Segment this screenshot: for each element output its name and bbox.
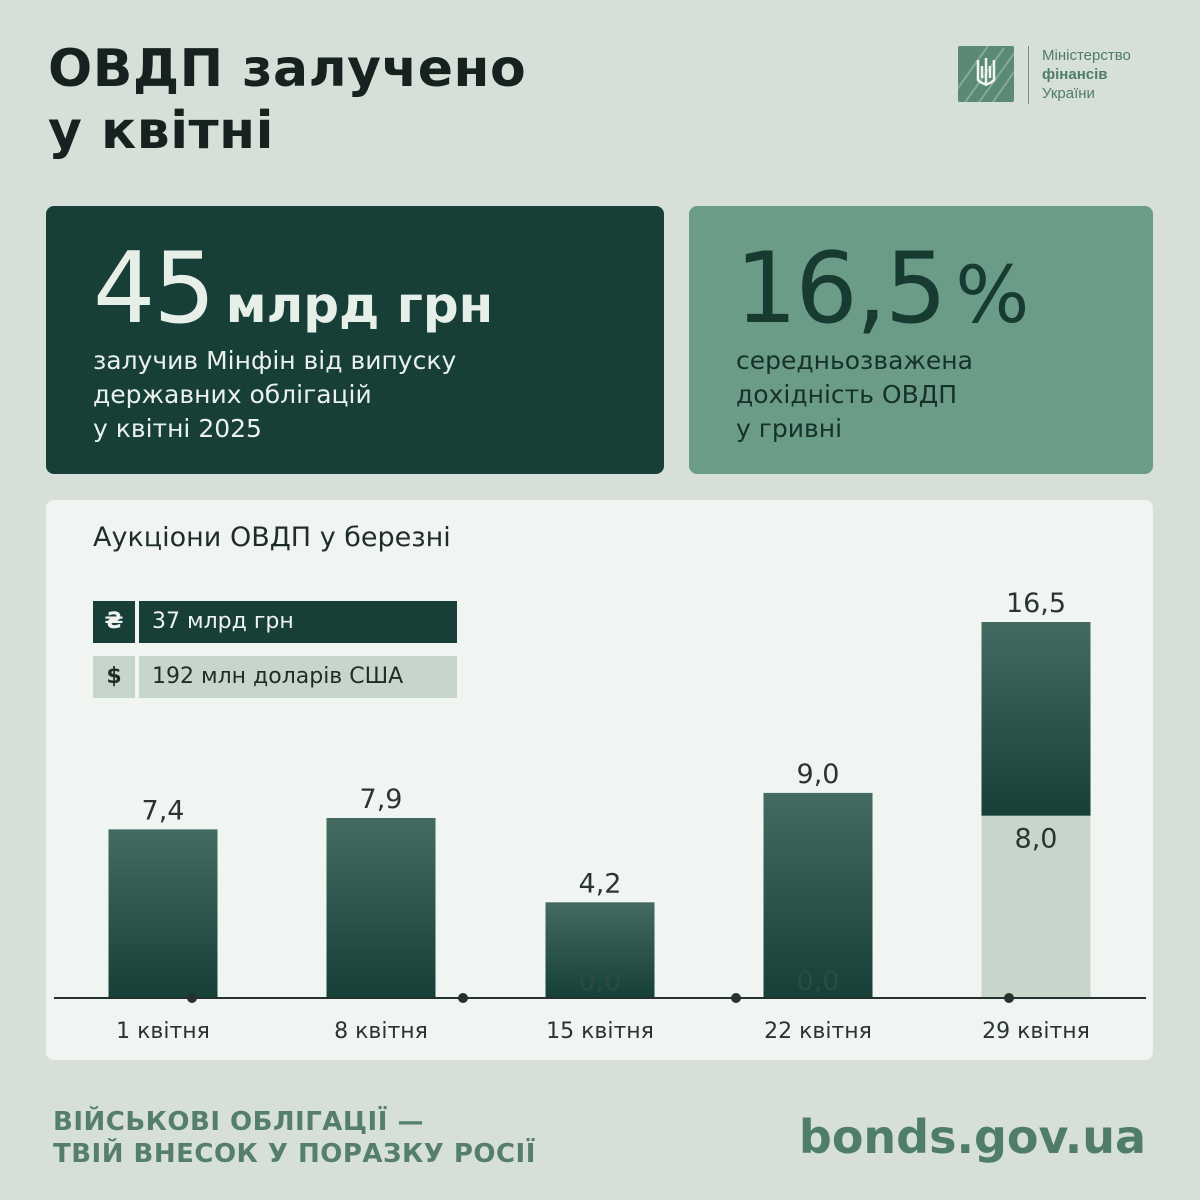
logo-line-1: Міністерство — [1042, 47, 1131, 64]
total-raised-card: 45 млрд грн залучив Мінфін від випуску де… — [46, 206, 664, 474]
desc-line: середньозважена — [736, 346, 973, 375]
hryvnia-icon: ₴ — [93, 601, 135, 643]
title-line-1: ОВДП залучено — [48, 39, 527, 99]
bar-uah — [763, 792, 873, 998]
ministry-logo: Міністерство фінансів України — [958, 46, 1158, 104]
total-raised-value: 45 — [93, 232, 216, 346]
page-title: ОВДП залучено у квітні — [48, 38, 526, 162]
bar-usd-label: 0,0 — [579, 966, 622, 997]
title-line-2: у квітні — [48, 101, 274, 161]
desc-line: у гривні — [736, 414, 843, 443]
footer-url-link[interactable]: bonds.gov.ua — [798, 1110, 1146, 1164]
bar-uah — [108, 829, 218, 998]
chart-title: Аукціони ОВДП у березні — [93, 522, 451, 553]
logo-line-2: фінансів — [1042, 66, 1108, 83]
trident-icon — [958, 46, 1014, 102]
total-raised-unit: млрд грн — [225, 276, 494, 334]
bar-usd — [981, 815, 1091, 998]
bar-uah — [326, 817, 436, 998]
yield-card: 16,5% середньозважена дохідність ОВДП у … — [689, 206, 1153, 474]
dollar-icon: $ — [93, 656, 135, 698]
axis-marker-dot — [731, 993, 741, 1003]
x-tick-label: 29 квітня — [982, 1019, 1090, 1044]
desc-line: у квітні 2025 — [93, 414, 262, 443]
slogan-line-1: ВІЙСЬКОВІ ОБЛІГАЦІЇ — — [53, 1107, 424, 1137]
axis-marker-dot — [458, 993, 468, 1003]
axis-marker-dot — [1004, 993, 1014, 1003]
x-tick-label: 15 квітня — [546, 1019, 654, 1044]
logo-divider — [1028, 46, 1029, 104]
logo-text: Міністерство фінансів України — [1042, 46, 1131, 103]
total-raised-description: залучив Мінфін від випуску державних обл… — [93, 344, 456, 446]
bar-usd-label: 8,0 — [1015, 824, 1058, 855]
yield-value: 16,5 — [735, 232, 947, 346]
bar-uah — [981, 622, 1091, 816]
desc-line: залучив Мінфін від випуску — [93, 346, 457, 375]
bar-total-label: 16,5 — [1006, 588, 1066, 619]
auctions-chart-panel: 7,4 1 квітня 7,9 8 квітня 4,2 0,0 15 квітня 9,0… — [46, 500, 1153, 1060]
axis-marker-dot — [187, 993, 197, 1003]
footer-slogan: ВІЙСЬКОВІ ОБЛІГАЦІЇ — ТВІЙ ВНЕСОК У ПОРА… — [53, 1106, 536, 1170]
total-raised-figure: 45 млрд грн — [93, 234, 493, 344]
bar-total-label: 7,9 — [360, 784, 403, 815]
x-tick-label: 22 квітня — [764, 1019, 872, 1044]
x-tick-label: 1 квітня — [116, 1019, 210, 1044]
yield-unit: % — [955, 251, 1030, 341]
bar-total-label: 9,0 — [797, 759, 840, 790]
yield-description: середньозважена дохідність ОВДП у гривні — [736, 344, 973, 446]
bar-uah — [545, 902, 655, 998]
x-tick-label: 8 квітня — [334, 1019, 428, 1044]
bar-total-label: 4,2 — [579, 868, 622, 899]
logo-line-3: України — [1042, 85, 1095, 102]
auctions-bar-chart: 7,4 1 квітня 7,9 8 квітня 4,2 0,0 15 квітня 9,0… — [54, 588, 1146, 1044]
bar-total-label: 7,4 — [142, 795, 185, 826]
bar-usd-label: 0,0 — [797, 966, 840, 997]
desc-line: дохідність ОВДП — [736, 380, 958, 409]
yield-figure: 16,5% — [735, 234, 1029, 344]
legend-uah-label: 37 млрд грн — [139, 601, 457, 643]
desc-line: державних облігацій — [93, 380, 372, 409]
slogan-line-2: ТВІЙ ВНЕСОК У ПОРАЗКУ РОСІЇ — [53, 1139, 536, 1169]
legend-usd-label: 192 млн доларів США — [139, 656, 457, 698]
